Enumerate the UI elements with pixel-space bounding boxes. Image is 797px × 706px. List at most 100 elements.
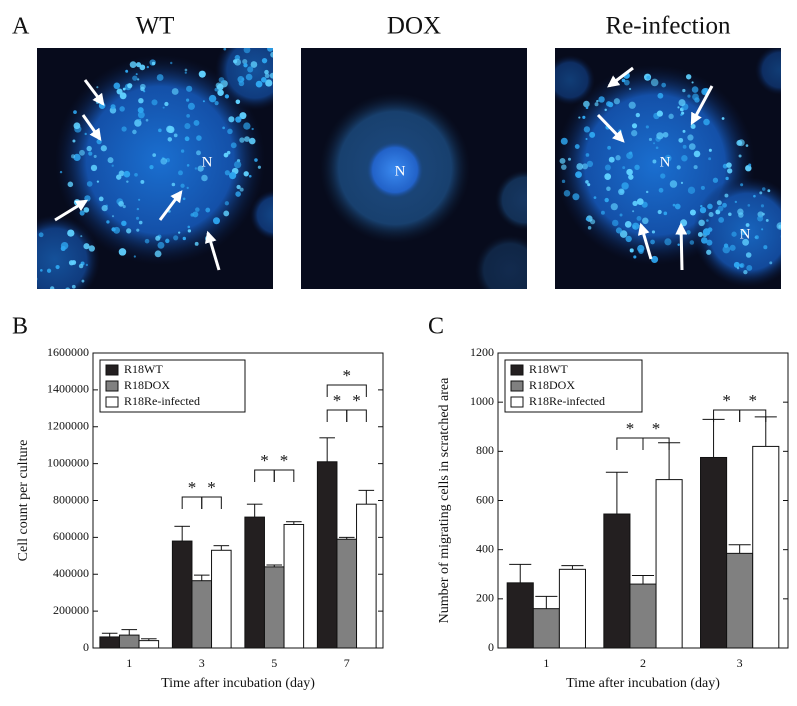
bar — [558, 568, 586, 649]
granule — [722, 245, 731, 254]
y-tick-label: 1200000 — [47, 419, 89, 433]
granule — [264, 73, 270, 79]
cell — [555, 55, 595, 105]
granule — [194, 167, 198, 170]
bar — [283, 523, 305, 649]
granule — [218, 90, 222, 95]
granule — [619, 230, 628, 238]
nucleus-label: N — [660, 154, 671, 170]
granule — [621, 78, 626, 83]
bar — [603, 513, 631, 649]
granule — [243, 171, 249, 177]
granule — [754, 235, 759, 240]
granule — [576, 163, 584, 170]
granule — [38, 232, 44, 238]
granule — [151, 61, 156, 66]
granule — [619, 213, 623, 217]
granule — [623, 79, 630, 86]
significance-bracket — [642, 437, 670, 450]
granule — [633, 255, 637, 259]
granule — [73, 122, 81, 130]
granule — [631, 130, 638, 137]
y-axis-label: Cell count per culture — [16, 440, 31, 562]
x-tick-label: 2 — [640, 656, 646, 670]
granule — [622, 166, 626, 170]
micrograph — [301, 48, 527, 289]
granule — [743, 269, 748, 275]
granule — [691, 86, 699, 93]
granule — [631, 123, 638, 129]
granule — [740, 228, 747, 236]
granule — [235, 191, 241, 197]
bar — [244, 516, 265, 649]
bar — [316, 461, 338, 649]
granule — [628, 101, 636, 109]
legend-label: R18WT — [529, 362, 568, 376]
granule — [224, 170, 230, 176]
granule — [248, 137, 256, 145]
granule — [660, 173, 666, 179]
granule — [682, 129, 686, 133]
granule — [708, 211, 714, 217]
legend-swatch — [510, 380, 524, 392]
granule — [587, 183, 591, 187]
granule — [598, 96, 605, 103]
granule — [618, 129, 622, 133]
granule — [19, 247, 26, 254]
granule — [745, 164, 752, 172]
cell — [755, 48, 781, 95]
bar — [752, 445, 780, 649]
granule — [122, 205, 126, 209]
y-tick-label: 1200 — [470, 345, 494, 359]
granule — [269, 72, 273, 79]
granule — [708, 148, 712, 152]
granule — [136, 78, 140, 81]
legend-swatch — [105, 396, 119, 408]
granule — [171, 182, 176, 187]
granule — [137, 107, 144, 114]
granule — [133, 255, 136, 258]
granule — [180, 183, 185, 188]
granule — [86, 145, 92, 152]
granule — [559, 157, 566, 164]
granule — [621, 182, 629, 190]
granule — [136, 228, 140, 232]
granule — [239, 187, 244, 192]
granule — [604, 108, 607, 112]
legend-box — [504, 359, 643, 413]
image-title: Re-infection — [606, 13, 731, 40]
granule — [721, 117, 725, 120]
granule — [632, 210, 635, 213]
granule — [121, 220, 127, 227]
granule — [674, 203, 681, 210]
granule — [170, 61, 173, 65]
bar — [138, 640, 160, 649]
granule — [93, 154, 97, 158]
x-tick-label: 3 — [199, 656, 205, 670]
significance-bracket — [713, 409, 741, 422]
arrow — [596, 113, 625, 143]
granule — [604, 164, 611, 171]
x-axis-label: Time after incubation (day) — [566, 676, 720, 691]
granule — [100, 145, 107, 152]
y-tick-label: 800 — [476, 443, 494, 457]
cell — [55, 55, 265, 265]
granule — [208, 94, 217, 103]
plot-frame — [92, 352, 384, 649]
granule — [180, 149, 185, 153]
granule — [560, 137, 568, 145]
granule — [700, 237, 708, 244]
granule — [700, 205, 703, 208]
granule — [765, 218, 769, 222]
granule — [160, 157, 168, 165]
granule — [582, 163, 589, 170]
granule — [661, 82, 667, 88]
granule — [79, 149, 85, 156]
granule — [162, 106, 165, 109]
micrograph — [555, 48, 781, 289]
granule — [186, 85, 193, 92]
granule — [186, 186, 189, 190]
granule — [101, 205, 108, 212]
granule — [187, 102, 195, 110]
granule — [88, 245, 95, 252]
